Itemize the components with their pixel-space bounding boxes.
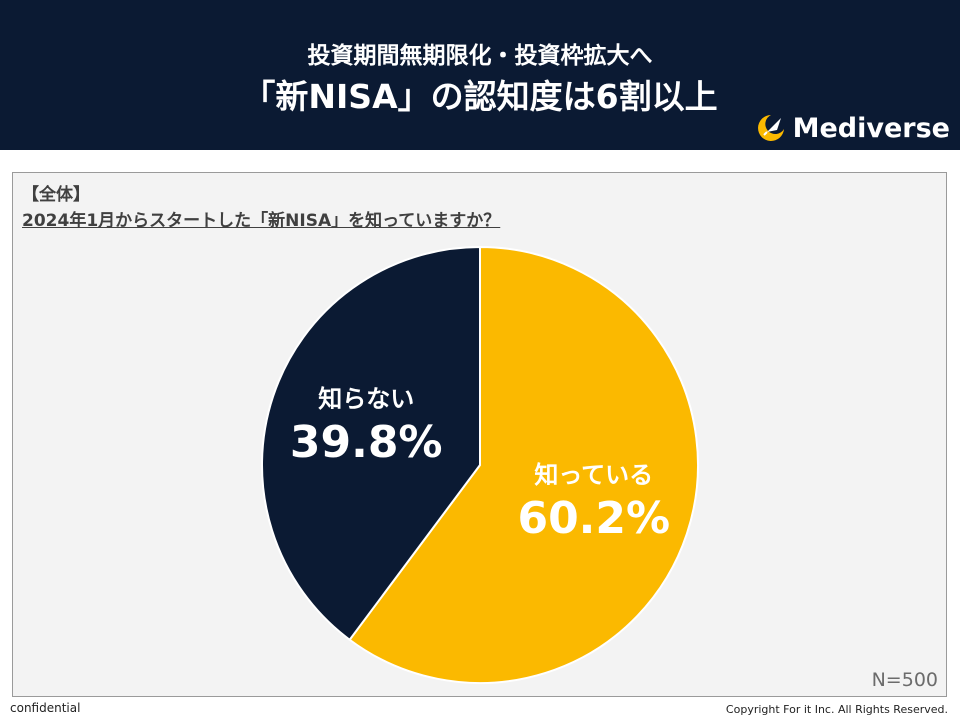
title-line-1: 投資期間無期限化・投資枠拡大へ [307,43,653,69]
survey-question: 2024年1月からスタートした「新NISA」を知っていますか？ [22,211,501,231]
copyright-notice: Copyright For it Inc. All Rights Reserve… [725,703,948,716]
rocket-moon-icon [757,115,784,141]
slice-value-label: 60.2% [517,493,670,544]
confidential-label: confidential [10,701,81,715]
brand-name: Mediverse [792,112,950,144]
pie-slice-dont-know [261,245,481,642]
slice-value-label: 39.8% [290,417,443,468]
header-banner: 投資期間無期限化・投資枠拡大へ 「新NISA」の認知度は6割以上 Mediver… [0,0,960,150]
title-line-2: 「新NISA」の認知度は6割以上 [242,77,718,116]
sample-size: N=500 [871,669,938,691]
slice-category-label: 知っている [534,461,653,489]
slice-category-label: 知らない [318,385,414,413]
brand-logo: Mediverse [755,112,950,144]
pie-slice-know [348,245,699,684]
section-label: 【全体】 [22,185,90,205]
